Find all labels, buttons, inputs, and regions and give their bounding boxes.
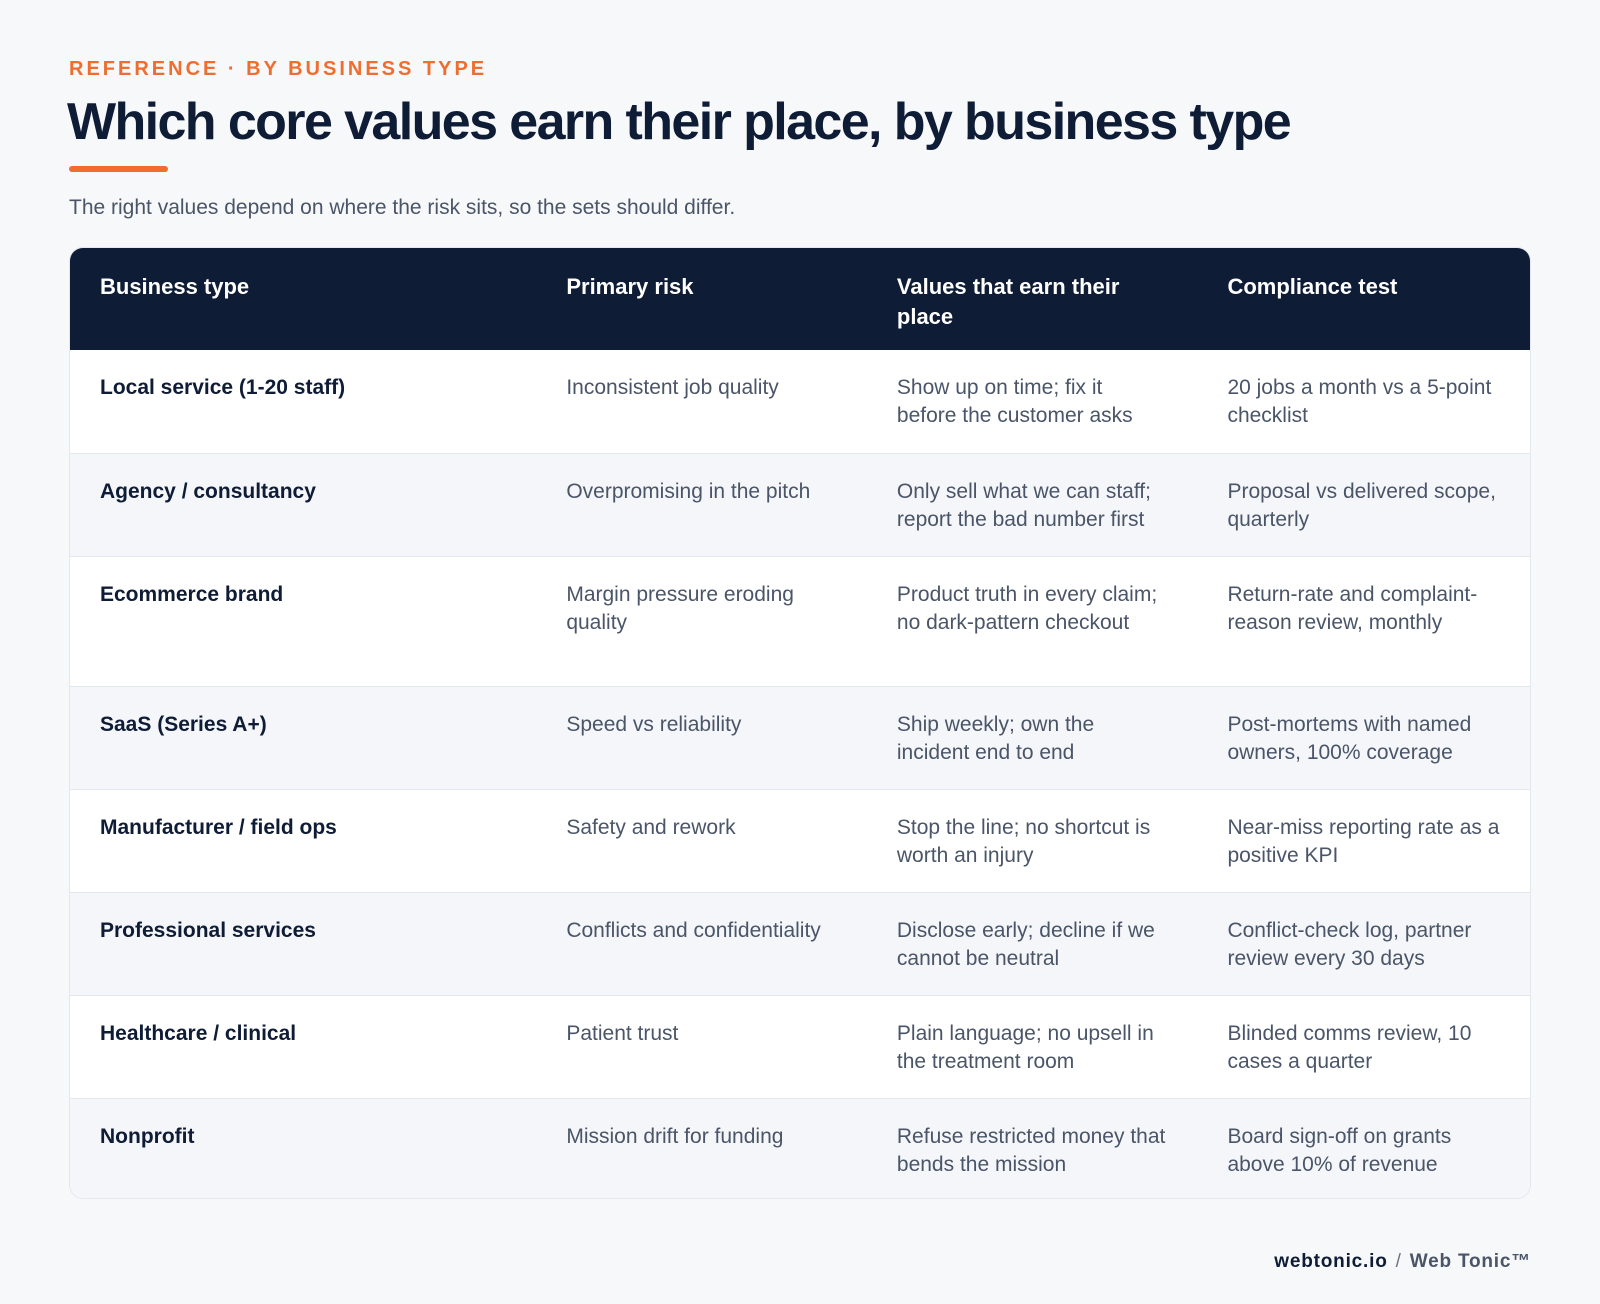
cell-values: Only sell what we can staff; report the … xyxy=(896,480,1151,531)
table-row: Agency / consultancy Overpromising in th… xyxy=(70,453,1530,556)
cell-primary-risk: Speed vs reliability xyxy=(566,713,742,736)
page-title: Which core values earn their place, by b… xyxy=(67,93,1292,151)
table-row: Healthcare / clinical Patient trust Plai… xyxy=(70,995,1530,1098)
cell-compliance-test: Conflict-check log, partner review every… xyxy=(1227,919,1472,970)
cell-compliance-test: 20 jobs a month vs a 5-point checklist xyxy=(1227,376,1492,427)
cell-business-type: Local service (1-20 staff) xyxy=(100,376,346,399)
cell-primary-risk: Safety and rework xyxy=(566,816,736,839)
cell-business-type: Nonprofit xyxy=(100,1125,195,1148)
column-header-primary-risk: Primary risk xyxy=(566,274,694,299)
column-header-values: Values that earn their place xyxy=(896,274,1120,329)
cell-business-type: Manufacturer / field ops xyxy=(100,816,337,839)
footer-credit: webtonic.io / Web Tonic™ xyxy=(1274,1251,1531,1273)
title-accent-bar xyxy=(69,166,168,172)
cell-compliance-test: Proposal vs delivered scope, quarterly xyxy=(1227,480,1496,531)
cell-compliance-test: Post-mortems with named owners, 100% cov… xyxy=(1227,713,1472,764)
footer-brand: Web Tonic™ xyxy=(1409,1251,1531,1272)
cell-business-type: SaaS (Series A+) xyxy=(100,713,267,736)
cell-business-type: Ecommerce brand xyxy=(100,583,284,606)
cell-business-type: Agency / consultancy xyxy=(100,480,316,503)
cell-values: Plain language; no upsell in the treatme… xyxy=(896,1022,1154,1073)
values-table: Business type Primary risk Values that e… xyxy=(69,247,1531,1199)
cell-values: Refuse restricted money that bends the m… xyxy=(896,1125,1166,1176)
table-row: Local service (1-20 staff) Inconsistent … xyxy=(70,350,1530,453)
cell-primary-risk: Patient trust xyxy=(566,1022,679,1045)
cell-values: Show up on time; fix it before the custo… xyxy=(896,376,1133,427)
cell-primary-risk: Conflicts and confidentiality xyxy=(566,919,821,942)
table-row: Manufacturer / field ops Safety and rewo… xyxy=(70,789,1530,892)
cell-primary-risk: Mission drift for funding xyxy=(566,1125,784,1148)
table-row: Ecommerce brand Margin pressure eroding … xyxy=(70,556,1530,686)
column-header-compliance-test: Compliance test xyxy=(1227,274,1398,299)
footer-separator: / xyxy=(1395,1251,1402,1272)
cell-compliance-test: Near-miss reporting rate as a positive K… xyxy=(1227,816,1500,867)
cell-primary-risk: Overpromising in the pitch xyxy=(566,480,811,503)
table-row: SaaS (Series A+) Speed vs reliability Sh… xyxy=(70,686,1530,789)
cell-business-type: Healthcare / clinical xyxy=(100,1022,297,1045)
cell-values: Stop the line; no shortcut is worth an i… xyxy=(896,816,1151,867)
footer-site-link[interactable]: webtonic.io xyxy=(1274,1251,1388,1272)
cell-compliance-test: Return-rate and complaint-reason review,… xyxy=(1227,583,1478,634)
table-header-row: Business type Primary risk Values that e… xyxy=(70,248,1530,350)
cell-compliance-test: Board sign-off on grants above 10% of re… xyxy=(1227,1125,1452,1176)
cell-values: Ship weekly; own the incident end to end xyxy=(896,713,1095,764)
page-subtitle: The right values depend on where the ris… xyxy=(69,196,736,219)
cell-business-type: Professional services xyxy=(100,919,316,942)
table-row: Nonprofit Mission drift for funding Refu… xyxy=(70,1098,1530,1198)
cell-primary-risk: Margin pressure eroding quality xyxy=(566,583,794,634)
table-row: Professional services Conflicts and conf… xyxy=(70,892,1530,995)
cell-values: Disclose early; decline if we cannot be … xyxy=(896,919,1155,970)
column-header-business-type: Business type xyxy=(100,274,250,299)
eyebrow-label: REFERENCE · BY BUSINESS TYPE xyxy=(69,58,488,80)
cell-values: Product truth in every claim; no dark-pa… xyxy=(896,583,1158,634)
cell-primary-risk: Inconsistent job quality xyxy=(566,376,779,399)
cell-compliance-test: Blinded comms review, 10 cases a quarter xyxy=(1227,1022,1472,1073)
